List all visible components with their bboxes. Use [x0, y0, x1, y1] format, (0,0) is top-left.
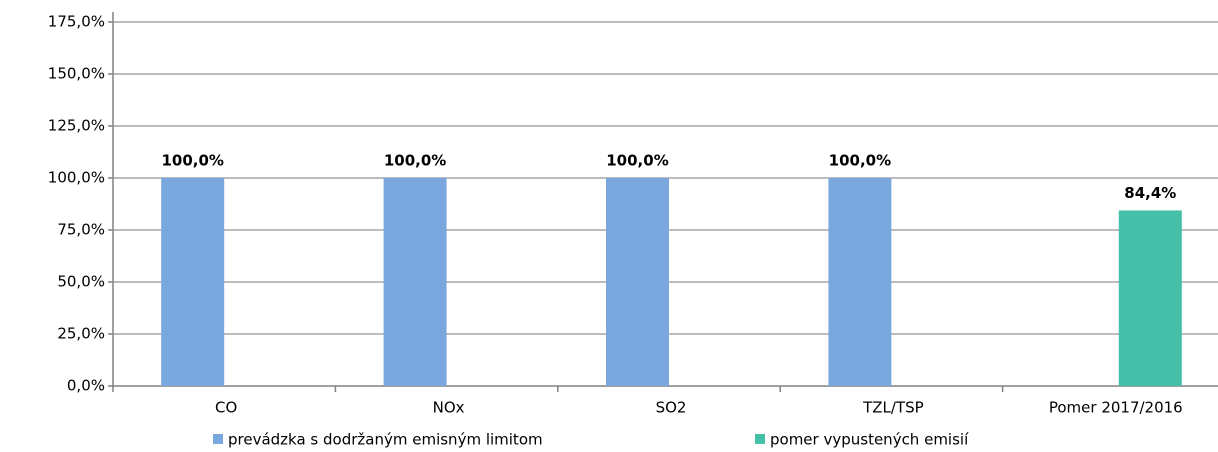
y-tick-label: 75,0% [57, 221, 105, 239]
y-tick-label: 125,0% [48, 117, 105, 135]
legend-swatch [755, 434, 765, 444]
y-tick-label: 0,0% [67, 377, 105, 395]
legend-label: prevádzka s dodržaným emisným limitom [228, 431, 543, 449]
data-label: 100,0% [606, 152, 668, 170]
data-label: 100,0% [829, 152, 891, 170]
x-tick-label: NOx [433, 399, 465, 417]
x-tick-label: Pomer 2017/2016 [1049, 399, 1183, 417]
data-label: 100,0% [161, 152, 223, 170]
legend-label: pomer vypustených emisií [770, 431, 969, 449]
bar [1118, 210, 1182, 386]
y-tick-label: 175,0% [48, 13, 105, 31]
y-tick-label: 100,0% [48, 169, 105, 187]
y-tick-label: 25,0% [57, 325, 105, 343]
data-label: 100,0% [384, 152, 446, 170]
data-label: 84,4% [1124, 184, 1176, 202]
bar [606, 178, 669, 386]
x-tick-label: SO2 [656, 399, 687, 417]
bar [828, 178, 892, 386]
bar [161, 178, 225, 386]
legend-swatch [213, 434, 223, 444]
x-tick-label: TZL/TSP [862, 399, 924, 417]
y-tick-label: 150,0% [48, 65, 105, 83]
y-tick-label: 50,0% [57, 273, 105, 291]
x-tick-label: CO [215, 399, 237, 417]
bar [383, 178, 447, 386]
